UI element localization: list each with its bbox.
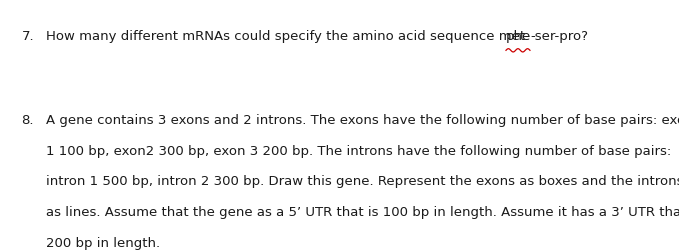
Text: A gene contains 3 exons and 2 introns. The exons have the following number of ba: A gene contains 3 exons and 2 introns. T…: [46, 114, 679, 127]
Text: How many different mRNAs could specify the amino acid sequence met-: How many different mRNAs could specify t…: [46, 30, 530, 43]
Text: intron 1 500 bp, intron 2 300 bp. Draw this gene. Represent the exons as boxes a: intron 1 500 bp, intron 2 300 bp. Draw t…: [46, 175, 679, 188]
Text: as lines. Assume that the gene as a 5’ UTR that is 100 bp in length. Assume it h: as lines. Assume that the gene as a 5’ U…: [46, 205, 679, 218]
Text: 7.: 7.: [21, 30, 34, 43]
Text: 8.: 8.: [21, 114, 34, 127]
Text: 200 bp in length.: 200 bp in length.: [46, 236, 160, 248]
Text: phe: phe: [506, 30, 531, 43]
Text: -ser-pro?: -ser-pro?: [530, 30, 588, 43]
Text: 1 100 bp, exon2 300 bp, exon 3 200 bp. The introns have the following number of : 1 100 bp, exon2 300 bp, exon 3 200 bp. T…: [46, 144, 672, 157]
